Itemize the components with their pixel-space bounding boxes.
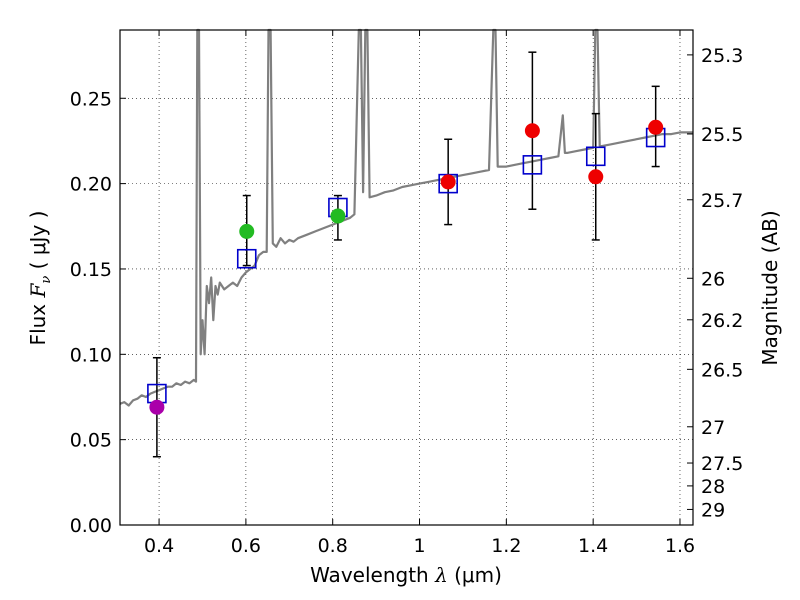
- y-tick-label: 0.20: [70, 174, 112, 196]
- observed-point: [330, 208, 346, 224]
- observed-point: [524, 123, 540, 139]
- y-tick-label: 0.05: [70, 430, 112, 452]
- y-tick-label: 0.10: [70, 344, 112, 366]
- y-axis-label: Flux Fν ( μJy ): [26, 211, 54, 346]
- mag-tick-label: 27.5: [701, 453, 743, 475]
- mag-tick-label: 25.5: [701, 124, 743, 146]
- mag-tick-label: 25.7: [701, 190, 743, 212]
- x-tick-label: 0.8: [318, 535, 348, 557]
- observed-point: [440, 174, 456, 190]
- observed-point: [648, 119, 664, 135]
- mag-tick-label: 25.3: [701, 45, 743, 67]
- mag-tick-label: 26.5: [701, 359, 743, 381]
- mag-tick-label: 26: [701, 268, 725, 290]
- y-tick-label: 0.15: [70, 259, 112, 281]
- observed-point: [239, 223, 255, 239]
- observed-point: [149, 399, 165, 415]
- errorbar-layer: [152, 51, 660, 458]
- spectrum-layer: [119, 28, 693, 407]
- plot-frame: [119, 29, 694, 526]
- observed-layer: [149, 119, 664, 415]
- x-axis-label: Wavelength λ (μm): [310, 563, 502, 587]
- spectrum-line: [119, 28, 693, 407]
- model-layer: [147, 127, 666, 404]
- x-tick-label: 1.4: [578, 535, 608, 557]
- x-tick-label: 1.2: [491, 535, 521, 557]
- model-square: [522, 155, 543, 175]
- grid-layer: [120, 30, 693, 526]
- x-tick-label: 0.6: [231, 535, 261, 557]
- ticks-layer: 0.4 0.6 0.8 1 1.2 1.4 1.6 0.00 0.05 0.10 0.15 0.20 0…: [70, 30, 743, 557]
- model-square: [585, 146, 606, 167]
- mag-tick-label: 29: [701, 499, 725, 521]
- observed-point: [588, 169, 604, 185]
- mag-tick-label: 26.2: [701, 310, 743, 332]
- mag-tick-label: 28: [701, 476, 725, 498]
- x-tick-label: 0.4: [144, 535, 174, 557]
- y-axis-right-label: Magnitude (AB): [758, 210, 782, 365]
- model-square: [236, 248, 257, 269]
- x-tick-label: 1.6: [665, 535, 695, 557]
- y-tick-label: 0.00: [70, 515, 112, 537]
- x-tick-label: 1: [413, 535, 425, 557]
- y-tick-label: 0.25: [70, 88, 112, 110]
- mag-tick-label: 27: [701, 417, 725, 439]
